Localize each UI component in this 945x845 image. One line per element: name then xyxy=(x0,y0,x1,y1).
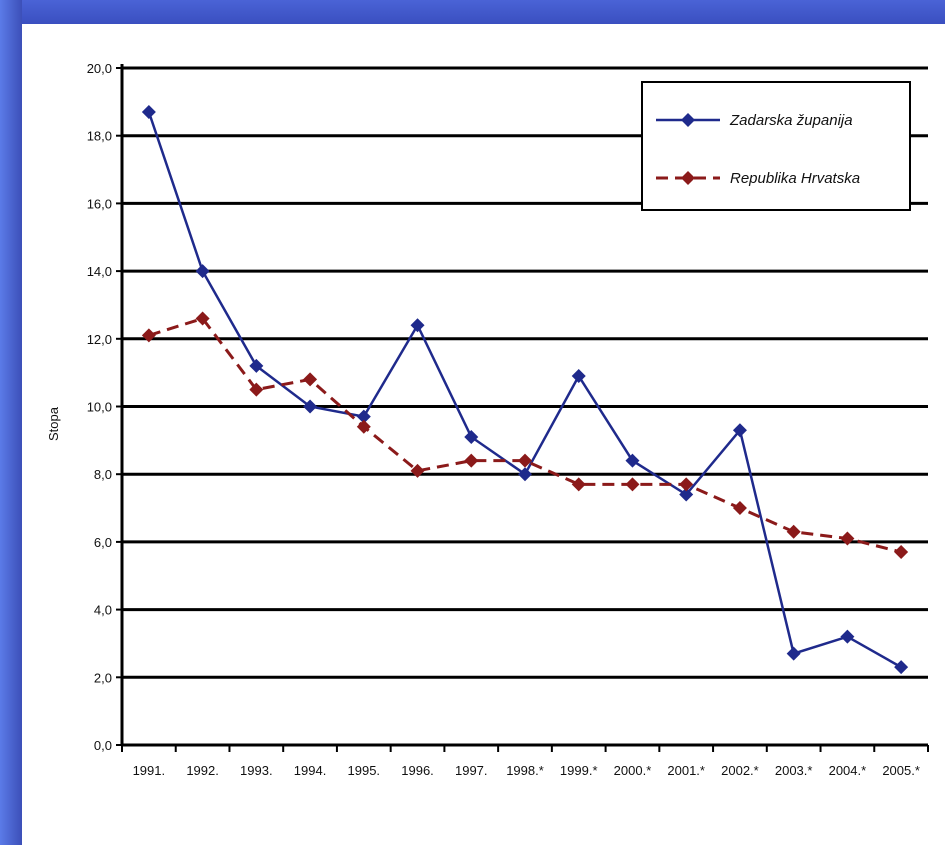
y-tick-label: 16,0 xyxy=(87,196,112,211)
x-tick-label: 1998.* xyxy=(506,763,544,778)
data-point xyxy=(840,531,855,546)
y-axis-label: Stopa xyxy=(46,406,61,441)
axes xyxy=(120,64,928,747)
grid-lines xyxy=(116,66,928,746)
x-tick-label: 1994. xyxy=(294,763,327,778)
data-point xyxy=(571,369,586,384)
data-point xyxy=(141,105,156,120)
data-point xyxy=(786,646,801,661)
x-tick-labels: 1991. 1992. 1993. 1994. 1995. 1996. 1997. 1998.… xyxy=(121,745,929,778)
x-tick-label: 1997. xyxy=(455,763,488,778)
data-point xyxy=(249,358,264,373)
y-tick-label: 10,0 xyxy=(87,400,112,415)
x-tick-label: 1993. xyxy=(240,763,273,778)
data-point xyxy=(410,463,425,478)
x-tick-label: 2000.* xyxy=(614,763,652,778)
legend-label: Republika Hrvatska xyxy=(730,170,860,187)
x-tick-label: 2003.* xyxy=(775,763,813,778)
chart-panel: 0,0 2,0 4,0 6,0 8,0 10,0 12,0 14,0 16,0 18,0 20,0 … xyxy=(22,24,945,845)
y-tick-label: 8,0 xyxy=(94,467,112,482)
data-point xyxy=(464,429,479,444)
legend-label: Zadarska županija xyxy=(729,112,853,129)
data-point xyxy=(195,264,210,279)
data-point xyxy=(840,629,855,644)
y-tick-label: 6,0 xyxy=(94,535,112,550)
data-point xyxy=(195,311,210,326)
x-tick-label: 1999.* xyxy=(560,763,598,778)
x-tick-label: 1996. xyxy=(401,763,434,778)
data-point xyxy=(679,487,694,502)
y-tick-label: 12,0 xyxy=(87,332,112,347)
data-point xyxy=(464,453,479,468)
legend-marker xyxy=(681,113,695,127)
data-point xyxy=(786,524,801,539)
line-chart: 0,02,04,06,08,010,012,014,016,018,020,0 … xyxy=(46,61,929,778)
legend: Zadarska županija Republika Hrvatska xyxy=(641,81,911,211)
data-point xyxy=(625,477,640,492)
x-tick-label: 2001.* xyxy=(667,763,705,778)
data-point xyxy=(571,477,586,492)
y-tick-label: 18,0 xyxy=(87,129,112,144)
data-point xyxy=(679,477,694,492)
y-tick-label: 2,0 xyxy=(94,670,112,685)
data-point xyxy=(732,501,747,516)
x-tick-label: 2002.* xyxy=(721,763,759,778)
data-point xyxy=(625,453,640,468)
x-tick-label: 2005.* xyxy=(882,763,920,778)
data-point xyxy=(249,382,264,397)
y-tick-label: 14,0 xyxy=(87,264,112,279)
legend-box xyxy=(641,81,911,211)
data-point xyxy=(356,409,371,424)
data-point xyxy=(894,545,909,560)
legend-marker xyxy=(681,171,695,185)
slide-left-band xyxy=(0,0,22,845)
y-tick-label: 20,0 xyxy=(87,61,112,76)
data-point xyxy=(894,660,909,675)
series-lines xyxy=(141,105,909,675)
data-point xyxy=(410,318,425,333)
x-tick-label: 1991. xyxy=(133,763,166,778)
slide-top-band xyxy=(0,0,945,24)
data-point xyxy=(518,453,532,468)
x-tick-label: 2004.* xyxy=(829,763,867,778)
y-tick-label: 0,0 xyxy=(94,738,112,753)
series-line xyxy=(148,316,902,554)
data-point xyxy=(141,328,156,343)
y-tick-label: 4,0 xyxy=(94,603,112,618)
data-point xyxy=(356,419,371,434)
data-point xyxy=(303,399,318,414)
data-point xyxy=(303,372,318,387)
y-tick-labels: 0,0 2,0 4,0 6,0 8,0 10,0 12,0 14,0 16,0 18,0 20,0 xyxy=(87,61,112,753)
data-point xyxy=(518,467,532,482)
x-tick-label: 1992. xyxy=(186,763,219,778)
data-point xyxy=(732,423,747,438)
x-tick-label: 1995. xyxy=(348,763,381,778)
